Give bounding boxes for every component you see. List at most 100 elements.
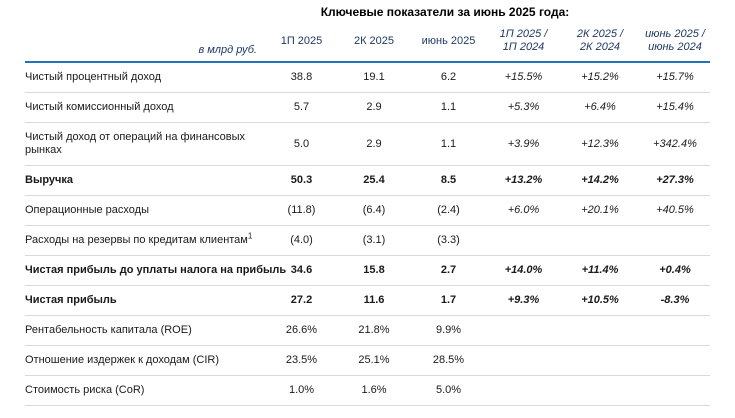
table-row: Стоимость риска (CoR) 1.0% 1.6% 5.0% — [25, 375, 710, 406]
value-cell: 34.6 — [265, 255, 338, 286]
row-label-text: Чистый комиссионный доход — [25, 101, 174, 113]
table-row: Расходы на резервы по кредитам клиентам1… — [25, 225, 710, 256]
value-cell: 50.3 — [265, 165, 338, 196]
change-cell: +13.2% — [487, 165, 560, 196]
ratio-line1: июнь 2025 / — [645, 28, 705, 40]
row-label: Расходы на резервы по кредитам клиентам1 — [25, 225, 265, 256]
value-cell: 9.9% — [410, 315, 487, 346]
row-label-text: Чистый процентный доход — [25, 71, 161, 83]
table-row: Выручка 50.3 25.4 8.5 +13.2% +14.2% +27.3% — [25, 165, 710, 196]
col-header-2q-yoy: 2К 2025 /2К 2024 — [560, 25, 640, 63]
row-label: Стоимость риска (CoR) — [25, 375, 265, 406]
change-cell: +15.4% — [640, 92, 710, 123]
change-cell — [487, 315, 560, 346]
row-label-text: Расходы на резервы по кредитам клиентам — [25, 234, 248, 246]
value-cell: 23.5% — [265, 345, 338, 376]
value-cell: 1.0% — [265, 375, 338, 406]
table-row: Отношение издержек к доходам (CIR) 23.5% 2… — [25, 345, 710, 376]
table-row: Чистый процентный доход 38.8 19.1 6.2 +15.5%… — [25, 62, 710, 93]
change-cell — [640, 315, 710, 346]
change-cell — [640, 345, 710, 376]
row-label-text: Рентабельность капитала (ROE) — [25, 324, 192, 336]
value-cell: 28.5% — [410, 345, 487, 376]
ratio-line1: 1П 2025 / — [499, 28, 548, 40]
ratio-line1: 2К 2025 / — [576, 28, 624, 40]
change-cell: +15.7% — [640, 62, 710, 93]
change-cell: +6.0% — [487, 195, 560, 226]
change-cell: +40.5% — [640, 195, 710, 226]
change-cell — [560, 315, 640, 346]
table-row: Чистый комиссионный доход 5.7 2.9 1.1 +5.3% +… — [25, 92, 710, 123]
value-cell: 21.8% — [338, 315, 410, 346]
change-cell: +9.3% — [487, 285, 560, 316]
value-cell: 27.2 — [265, 285, 338, 316]
change-cell: +14.2% — [560, 165, 640, 196]
table-row: Операционные расходы (11.8) (6.4) (2.4) +6.0… — [25, 195, 710, 226]
change-cell — [640, 225, 710, 256]
row-label: Операционные расходы — [25, 195, 265, 226]
value-cell: 25.4 — [338, 165, 410, 196]
row-label: Чистая прибыль до уплаты налога на прибы… — [25, 255, 286, 286]
value-cell: 19.1 — [338, 62, 410, 93]
table-body: Чистый процентный доход 38.8 19.1 6.2 +15.5%… — [25, 62, 710, 406]
change-cell: +15.2% — [560, 62, 640, 93]
row-label-text: Чистый доход от операций на финансовых р… — [25, 131, 246, 156]
ratio-line2: 1П 2024 — [502, 41, 545, 53]
value-cell: 8.5 — [410, 165, 487, 196]
col-header-1h2025: 1П 2025 — [265, 25, 338, 63]
row-label: Рентабельность капитала (ROE) — [25, 315, 265, 346]
row-label-text: Выручка — [25, 174, 74, 186]
row-label: Чистая прибыль — [25, 285, 265, 316]
value-cell: 2.9 — [338, 122, 410, 166]
row-label-text: Отношение издержек к доходам (CIR) — [25, 354, 220, 366]
value-cell: 5.0 — [265, 122, 338, 166]
footnote-marker: 1 — [247, 231, 253, 241]
change-cell: +14.0% — [487, 255, 560, 286]
change-cell: +6.4% — [560, 92, 640, 123]
table-row: Чистый доход от операций на финансовых р… — [25, 122, 710, 166]
value-cell: 2.7 — [410, 255, 487, 286]
kpi-table: в млрд руб. 1П 2025 2К 2025 июнь 2025 1П… — [25, 25, 710, 406]
value-cell: 1.1 — [410, 92, 487, 123]
value-cell: (11.8) — [265, 195, 338, 226]
col-header-1h-yoy: 1П 2025 /1П 2024 — [487, 25, 560, 63]
value-cell: (4.0) — [265, 225, 338, 256]
value-cell: 5.7 — [265, 92, 338, 123]
value-cell: 2.9 — [338, 92, 410, 123]
value-cell: 5.0% — [410, 375, 487, 406]
value-cell: 1.6% — [338, 375, 410, 406]
change-cell: +15.5% — [487, 62, 560, 93]
row-label-text: Чистая прибыль до уплаты налога на прибы… — [25, 264, 287, 276]
row-label: Чистый процентный доход — [25, 62, 265, 93]
value-cell: (3.1) — [338, 225, 410, 256]
value-cell: 25.1% — [338, 345, 410, 376]
ratio-line2: июнь 2024 — [648, 41, 702, 53]
change-cell — [487, 375, 560, 406]
value-cell: 15.8 — [338, 255, 410, 286]
row-label: Выручка — [25, 165, 265, 196]
change-cell: +12.3% — [560, 122, 640, 166]
unit-label: в млрд руб. — [25, 25, 265, 63]
change-cell: +10.5% — [560, 285, 640, 316]
value-cell: (3.3) — [410, 225, 487, 256]
table-row: Чистая прибыль 27.2 11.6 1.7 +9.3% +10.5% -8.3… — [25, 285, 710, 316]
change-cell: +0.4% — [640, 255, 710, 286]
table-header: в млрд руб. 1П 2025 2К 2025 июнь 2025 1П… — [25, 25, 710, 63]
value-cell: 6.2 — [410, 62, 487, 93]
change-cell — [640, 375, 710, 406]
change-cell: +3.9% — [487, 122, 560, 166]
value-cell: (6.4) — [338, 195, 410, 226]
change-cell — [560, 225, 640, 256]
change-cell: +11.4% — [560, 255, 640, 286]
row-label-text: Стоимость риска (CoR) — [25, 384, 145, 396]
value-cell: 26.6% — [265, 315, 338, 346]
change-cell: +342.4% — [640, 122, 710, 166]
change-cell: +27.3% — [640, 165, 710, 196]
change-cell: -8.3% — [640, 285, 710, 316]
row-label: Чистый доход от операций на финансовых р… — [25, 122, 265, 166]
col-header-june-yoy: июнь 2025 /июнь 2024 — [640, 25, 710, 63]
value-cell: 11.6 — [338, 285, 410, 316]
change-cell — [487, 225, 560, 256]
change-cell: +5.3% — [487, 92, 560, 123]
